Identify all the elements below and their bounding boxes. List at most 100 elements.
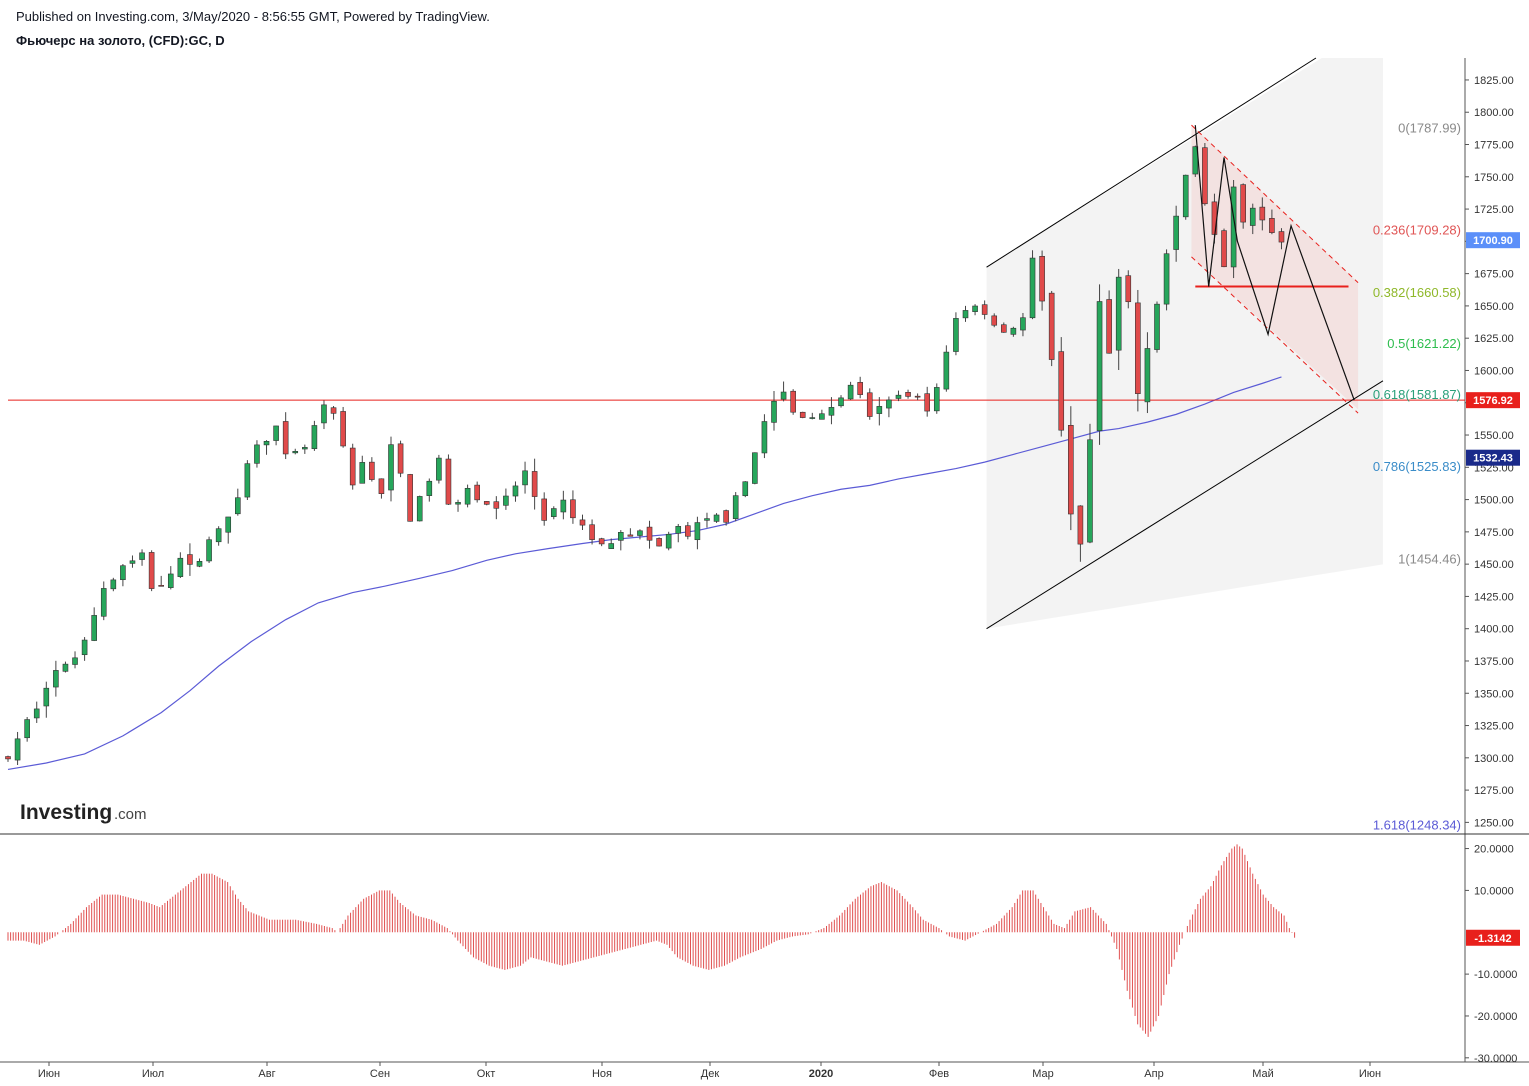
channel-lower-line (986, 380, 1384, 630)
candle (598, 537, 605, 547)
candle-body (91, 615, 97, 641)
candle (464, 484, 471, 508)
candle (828, 397, 835, 425)
candle-body (685, 525, 691, 537)
candle (388, 436, 394, 502)
candle-body (483, 501, 490, 505)
candle-body (1259, 206, 1266, 221)
candle (1135, 289, 1141, 412)
candle-body (72, 657, 78, 665)
level-price-tag-bg (1466, 392, 1520, 409)
candle (732, 492, 739, 522)
candle-body (943, 351, 950, 390)
candle-body (627, 534, 634, 537)
candle-body (206, 539, 212, 562)
candle (752, 452, 758, 485)
candle (1259, 197, 1266, 231)
pattern-upper-dashed-line (1191, 124, 1359, 284)
time-tick-label[interactable]: Мар (1032, 1068, 1054, 1080)
candle (321, 400, 327, 430)
price-tick-label: 1675.00 (1474, 269, 1514, 281)
candle-body (1173, 215, 1179, 250)
candle-body (1039, 255, 1045, 302)
candle (167, 566, 174, 590)
time-tick-label[interactable]: Ноя (592, 1068, 612, 1080)
candle (416, 495, 423, 522)
time-tick-label[interactable]: Май (1252, 1068, 1274, 1080)
candle-body (1269, 218, 1275, 233)
candle (857, 376, 863, 399)
candle-body (330, 407, 337, 414)
candle (627, 528, 634, 537)
candle-body (1096, 301, 1103, 431)
candle (91, 607, 97, 642)
candle-body (838, 397, 844, 407)
candle (685, 522, 691, 540)
fibonacci-layer: 0(1787.99) 0.236(1709.28) 0.382(1660.58) 0.… (1373, 121, 1461, 833)
time-tick-label[interactable]: 2020 (809, 1068, 833, 1080)
candle (962, 305, 969, 322)
time-tick-label[interactable]: Дек (701, 1068, 720, 1080)
candle (886, 396, 892, 418)
osc-tick-label: -20.0000 (1474, 1011, 1517, 1023)
price-tick-label: 1250.00 (1474, 817, 1514, 829)
candle (665, 531, 672, 551)
candle (14, 731, 21, 766)
candle-body (1221, 230, 1227, 268)
candle (1010, 326, 1017, 337)
candle-body (1058, 351, 1065, 431)
candle-body (263, 441, 270, 446)
candle (1020, 312, 1026, 337)
candle (196, 558, 203, 568)
oscillator-axis[interactable]: 20.0000 10.0000 -10.0000 -20.0000 -30.0000 (1465, 844, 1517, 1065)
candle-body (742, 481, 749, 497)
time-tick-label[interactable]: Июн (1359, 1068, 1381, 1080)
time-axis[interactable]: Июн Июл Авг Сен Окт Ноя Дек 2020 Фев Мар Апр Май Июн (38, 1062, 1381, 1080)
time-tick-label[interactable]: Окт (477, 1068, 496, 1080)
price-axis[interactable]: 1825.00 1800.00 1775.00 1750.00 1725.00 1700.… (1465, 75, 1514, 829)
fib-level-label: 0.382(1660.58) (1373, 285, 1461, 300)
candle-body (14, 738, 21, 761)
candle-body (43, 687, 50, 707)
candle-body (962, 310, 969, 319)
candle-body (1106, 299, 1112, 354)
time-tick-label[interactable]: Июн (38, 1068, 60, 1080)
candle-body (53, 670, 59, 688)
candle (1249, 203, 1256, 235)
price-tick-label: 1750.00 (1474, 172, 1514, 184)
candle-body (1211, 201, 1218, 235)
candle-body (1135, 302, 1141, 394)
candle-body (876, 406, 883, 414)
candle-body (665, 533, 672, 549)
candle-body (1077, 505, 1084, 545)
candle (742, 481, 749, 498)
candle (560, 490, 567, 520)
time-tick-label[interactable]: Авг (258, 1068, 275, 1080)
candle-body (292, 451, 299, 454)
candle (972, 304, 978, 316)
candle-body (924, 393, 931, 412)
candle (1077, 505, 1084, 562)
publish-line: Published on Investing.com, 3/May/2020 -… (16, 9, 490, 24)
candle-body (790, 390, 796, 413)
candle (302, 444, 308, 454)
time-tick-label[interactable]: Сен (370, 1068, 390, 1080)
last-price-tag: 1700.90 (1466, 232, 1520, 249)
price-tick-label: 1425.00 (1474, 591, 1514, 603)
time-tick-label[interactable]: Фев (929, 1068, 949, 1080)
time-tick-label[interactable]: Июл (142, 1068, 164, 1080)
candle (1096, 284, 1103, 445)
candle (158, 575, 164, 587)
candle (531, 458, 538, 510)
candle-body (828, 407, 835, 416)
candle-body (895, 394, 902, 399)
candle-body (570, 499, 576, 519)
candle-body (110, 579, 117, 590)
candle-body (723, 510, 729, 523)
candle (426, 478, 433, 502)
candle-body (646, 526, 653, 541)
time-tick-label[interactable]: Апр (1144, 1068, 1163, 1080)
candle (81, 637, 88, 661)
candle (187, 543, 193, 576)
